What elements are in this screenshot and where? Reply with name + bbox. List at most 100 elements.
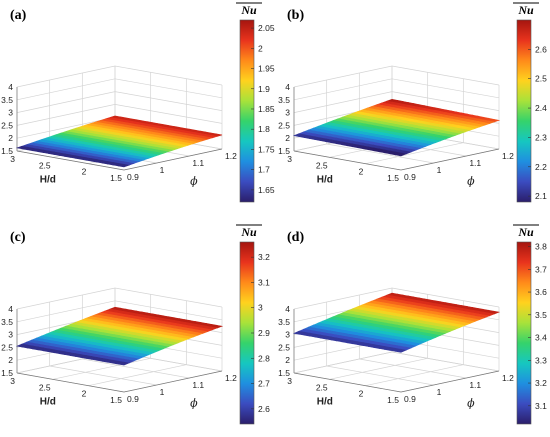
x-tick-label: 3 bbox=[10, 154, 15, 164]
x-axis-title: H/d bbox=[40, 175, 56, 186]
floor-gridline bbox=[326, 365, 434, 386]
floor-gridline bbox=[88, 364, 187, 387]
x-tick-label: 1.5 bbox=[387, 173, 399, 183]
wall-gridline bbox=[293, 78, 500, 101]
y-axis-title: ϕ bbox=[190, 396, 198, 409]
x-tick-label: 2 bbox=[82, 389, 87, 399]
z-tick-label: 2 bbox=[8, 133, 13, 143]
x-axis-title: H/d bbox=[40, 397, 56, 408]
colorbar-tick-label: 1.85 bbox=[258, 104, 275, 114]
y-tick-label: 1 bbox=[160, 165, 165, 175]
panel-1: 1.5 2 2.5 3 3.5 4 3 2.5 2 1.5 0.9 1 1.1 1.2 H/d ϕ (b) 2.1… bbox=[278, 2, 547, 203]
x-tick-label: 3 bbox=[10, 376, 15, 386]
tick-labels: 1.5 2 2.5 3 3.5 4 3 2.5 2 1.5 0.9 1 1.1 1.2 bbox=[278, 304, 514, 405]
z-tick-label: 2.5 bbox=[278, 342, 290, 352]
floor-gridline bbox=[52, 357, 151, 380]
tick-labels: 1.5 2 2.5 3 3.5 4 3 2.5 2 1.5 0.9 1 1.1 1.2 bbox=[1, 304, 237, 405]
y-tick-label: 1.1 bbox=[192, 380, 204, 390]
y-tick-label: 1.2 bbox=[225, 151, 237, 161]
z-tick-label: 3.5 bbox=[1, 317, 13, 327]
nu-surface bbox=[15, 115, 223, 168]
colorbar-tick-label: 3.1 bbox=[535, 401, 547, 411]
z-tick-label: 1.5 bbox=[278, 146, 290, 156]
x-tick-label: 2.5 bbox=[39, 382, 51, 392]
colorbar-tick-label: 2.6 bbox=[535, 44, 547, 54]
y-tick-label: 0.9 bbox=[127, 172, 139, 182]
wall-gridline bbox=[16, 78, 223, 101]
colorbar-tick-label: 1.9 bbox=[258, 84, 270, 94]
colorbar-gradient bbox=[516, 241, 532, 425]
floor-gridline bbox=[49, 365, 157, 386]
x-axis-line bbox=[16, 150, 125, 171]
panel-label: (b) bbox=[287, 8, 304, 23]
x-tick-label: 2.5 bbox=[39, 160, 51, 170]
colorbar-tick-label: 2.5 bbox=[535, 74, 547, 84]
colorbar-tick-label: 3.2 bbox=[258, 252, 270, 262]
colorbar-tick-label: 2 bbox=[258, 43, 263, 53]
floor-gridline bbox=[326, 143, 434, 164]
colorbar-tick-label: 2.8 bbox=[258, 353, 270, 363]
colorbar-tick-label: 2.7 bbox=[258, 379, 270, 389]
panel-3: 1.5 2 2.5 3 3.5 4 3 2.5 2 1.5 0.9 1 1.1 1.2 H/d ϕ (d) 3.1… bbox=[278, 224, 547, 425]
z-tick-label: 2 bbox=[285, 133, 290, 143]
tick-labels: 1.5 2 2.5 3 3.5 4 3 2.5 2 1.5 0.9 1 1.1 1.2 bbox=[1, 82, 237, 183]
y-tick-label: 0.9 bbox=[127, 394, 139, 404]
colorbar-gradient bbox=[239, 19, 255, 203]
y-tick-label: 0.9 bbox=[404, 394, 416, 404]
colorbar-tick-label: 3.7 bbox=[535, 264, 547, 274]
y-tick-label: 1.2 bbox=[225, 373, 237, 383]
surface-patch bbox=[394, 348, 407, 353]
y-axis-line bbox=[400, 370, 500, 393]
colorbar-gradient bbox=[516, 19, 532, 203]
x-axis-title: H/d bbox=[317, 175, 333, 186]
colorbar: 3.1 3.2 3.3 3.4 3.5 3.6 3.7 3.8Nu bbox=[513, 224, 547, 425]
x-tick-label: 3 bbox=[287, 154, 292, 164]
nu-surface bbox=[292, 292, 501, 353]
floor-gridline bbox=[82, 358, 190, 379]
y-axis-title: ϕ bbox=[190, 174, 198, 187]
panel-label: (a) bbox=[10, 8, 27, 23]
panel-0: 1.5 2 2.5 3 3.5 4 3 2.5 2 1.5 0.9 1 1.1 1.2 H/d ϕ (a) 1.6… bbox=[1, 2, 275, 203]
z-tick-label: 3 bbox=[285, 330, 290, 340]
y-tick-label: 1.1 bbox=[469, 158, 481, 168]
colorbar-tick-label: 3.2 bbox=[535, 378, 547, 388]
z-tick-label: 3.5 bbox=[278, 317, 290, 327]
panel-2: 1.5 2 2.5 3 3.5 4 3 2.5 2 1.5 0.9 1 1.1 1.2 H/d ϕ (c) 2.6… bbox=[1, 224, 270, 425]
axes-grid bbox=[16, 65, 223, 171]
colorbar-title: Nu bbox=[240, 3, 257, 17]
colorbar-tick-label: 1.75 bbox=[258, 144, 275, 154]
colorbar-tick-label: 3.8 bbox=[535, 242, 547, 252]
colorbar-tick-label: 2.2 bbox=[535, 162, 547, 172]
colorbar-tick-label: 1.65 bbox=[258, 185, 275, 195]
y-axis-title: ϕ bbox=[467, 174, 475, 187]
surface-patch bbox=[394, 152, 407, 157]
panel-label: (c) bbox=[10, 230, 26, 245]
z-tick-label: 1.5 bbox=[1, 146, 13, 156]
colorbar-tick-label: 1.95 bbox=[258, 64, 275, 74]
colorbar-title: Nu bbox=[240, 225, 257, 239]
colorbar-tick-label: 2.9 bbox=[258, 328, 270, 338]
z-tick-label: 4 bbox=[285, 304, 290, 314]
z-tick-label: 3.5 bbox=[278, 95, 290, 105]
wall-gridline bbox=[293, 65, 500, 88]
z-tick-label: 2.5 bbox=[278, 120, 290, 130]
colorbar-tick-label: 2.05 bbox=[258, 23, 275, 33]
wall-gridline bbox=[16, 65, 223, 88]
x-tick-label: 1.5 bbox=[110, 395, 122, 405]
z-tick-label: 2.5 bbox=[1, 120, 13, 130]
z-tick-label: 3 bbox=[8, 330, 13, 340]
y-tick-label: 0.9 bbox=[404, 172, 416, 182]
wall-gridline bbox=[293, 351, 500, 374]
colorbar-tick-label: 1.7 bbox=[258, 165, 270, 175]
colorbar-tick-label: 3.1 bbox=[258, 277, 270, 287]
colorbar: 2.1 2.2 2.3 2.4 2.5 2.6 Nu bbox=[513, 2, 547, 203]
z-tick-label: 3 bbox=[285, 108, 290, 118]
y-tick-label: 1 bbox=[437, 165, 442, 175]
panel-label: (d) bbox=[287, 230, 304, 245]
z-tick-label: 4 bbox=[285, 82, 290, 92]
surface-patch bbox=[117, 361, 130, 366]
colorbar-tick-label: 3.6 bbox=[535, 287, 547, 297]
z-tick-label: 3.5 bbox=[1, 95, 13, 105]
colorbar-title: Nu bbox=[517, 225, 534, 239]
